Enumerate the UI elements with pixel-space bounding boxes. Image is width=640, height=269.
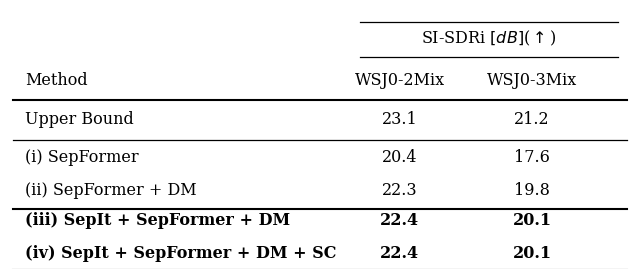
Text: 23.1: 23.1: [382, 111, 418, 128]
Text: (ii) SepFormer + DM: (ii) SepFormer + DM: [25, 182, 196, 199]
Text: 20.4: 20.4: [382, 149, 418, 166]
Text: SI-SDRi $[dB]$($\uparrow$): SI-SDRi $[dB]$($\uparrow$): [421, 29, 557, 48]
Text: 19.8: 19.8: [514, 182, 550, 199]
Text: 17.6: 17.6: [514, 149, 550, 166]
Text: 22.4: 22.4: [380, 212, 419, 229]
Text: 21.2: 21.2: [514, 111, 550, 128]
Text: Method: Method: [25, 72, 88, 89]
Text: WSJ0-2Mix: WSJ0-2Mix: [355, 72, 445, 89]
Text: (i) SepFormer: (i) SepFormer: [25, 149, 139, 166]
Text: 22.3: 22.3: [382, 182, 418, 199]
Text: Upper Bound: Upper Bound: [25, 111, 134, 128]
Text: (iv) SepIt + SepFormer + DM + SC: (iv) SepIt + SepFormer + DM + SC: [25, 245, 337, 262]
Text: (iii) SepIt + SepFormer + DM: (iii) SepIt + SepFormer + DM: [25, 212, 290, 229]
Text: 20.1: 20.1: [513, 245, 552, 262]
Text: 22.4: 22.4: [380, 245, 419, 262]
Text: 20.1: 20.1: [513, 212, 552, 229]
Text: WSJ0-3Mix: WSJ0-3Mix: [487, 72, 577, 89]
